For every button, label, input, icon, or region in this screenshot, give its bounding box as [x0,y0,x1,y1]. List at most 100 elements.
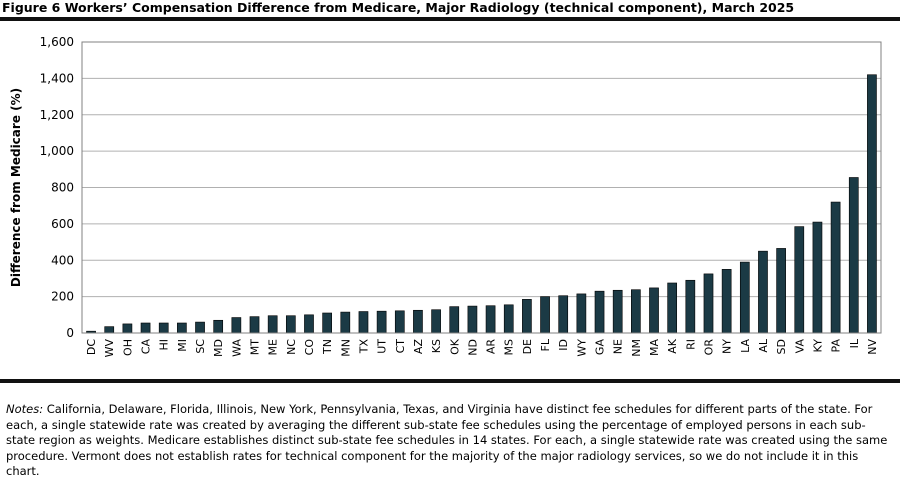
y-tick-label: 1,600 [40,35,74,49]
y-tick-label: 0 [66,326,74,340]
x-tick-label: AZ [412,339,425,355]
y-tick-label: 1,200 [40,108,74,122]
x-tick-label: WY [575,339,588,357]
x-tick-label: TX [357,339,370,355]
bar-il [848,177,859,334]
bar-ri [685,279,696,334]
x-tick-label: CO [303,339,316,356]
x-tick-label: UT [376,339,389,354]
x-tick-label: OR [702,339,715,356]
bar-ks [431,309,441,334]
bars [86,74,877,334]
x-tick-label: OH [121,339,134,356]
x-tick-label: NM [630,339,643,357]
x-tick-label: NC [285,339,298,355]
bar-nd [467,305,478,334]
x-tick-label: AK [666,338,679,354]
x-tick-label: NE [612,339,625,354]
bar-nc [285,315,296,334]
bar-mt [249,316,260,334]
y-tick-label: 1,000 [40,144,74,158]
x-tick-label: SC [194,339,207,354]
y-tick-label: 200 [51,290,74,304]
bar-nv [867,74,877,334]
bar-co [304,314,314,334]
y-axis-label: Difference from Medicare (%) [9,88,23,287]
top-rule [0,17,900,21]
x-tick-label: VA [793,339,806,354]
x-tick-label: HI [158,339,171,351]
x-tick-label: MN [339,339,352,357]
x-tick-label: MD [212,339,225,357]
x-tick-label: KS [430,339,443,353]
notes-text: California, Delaware, Florida, Illinois,… [6,402,888,479]
bar-ok [449,306,460,334]
x-tick-label: CT [394,339,407,354]
x-tick-label: WV [103,339,116,358]
x-tick-label: ME [267,339,280,355]
bar-wa [231,317,242,334]
bar-sd [776,248,786,334]
bar-hi [158,322,169,334]
bar-mi [177,322,187,334]
bar-al [758,250,768,334]
bar-ut [376,310,387,334]
x-axis-ticks: DC WV OH CA HI MI SC MD WA MT ME NC CO TN MN TX UT CT AZ KS… [85,338,879,357]
x-tick-label: MA [648,339,661,356]
x-tick-label: ID [557,339,570,351]
y-tick-label: 800 [51,181,74,195]
x-tick-label: KY [811,339,824,353]
x-tick-label: IL [848,338,861,348]
bottom-rule [0,379,900,383]
bar-ne [612,289,623,334]
bar-oh [122,323,133,334]
bar-va [794,226,805,334]
x-tick-label: RI [684,339,697,350]
bar-ma [649,287,659,334]
bar-wv [104,326,115,334]
x-tick-label: DE [521,339,534,354]
x-tick-label: AR [485,339,498,355]
y-tick-label: 1,400 [40,71,74,85]
bar-id [558,295,569,334]
bar-sc [195,321,205,334]
bar-tn [322,312,332,334]
notes: Notes: California, Delaware, Florida, Il… [6,402,894,480]
x-tick-label: TN [321,339,334,355]
bar-wy [576,293,587,334]
x-tick-label: LA [739,339,752,353]
bar-ny [721,269,732,334]
x-tick-label: MT [249,339,262,355]
plot-frame [81,41,882,334]
y-tick-label: 400 [51,253,74,267]
x-tick-label: DC [85,339,98,355]
x-tick-label: GA [594,339,607,356]
x-tick-label: MI [176,339,189,352]
bar-ga [594,290,605,334]
notes-label: Notes: [6,402,44,416]
x-tick-label: MS [503,339,516,355]
x-tick-label: CA [140,339,153,355]
x-tick-label: NV [866,339,879,355]
bar-me [267,315,278,334]
x-tick-label: ND [466,339,479,356]
y-axis-ticks: 0 200 400 600 800 1,000 1,200 1,400 1,600 [40,35,74,340]
x-tick-label: SD [775,339,788,354]
x-tick-label: AL [757,338,770,353]
bar-pa [830,201,841,334]
bar-ct [394,310,405,334]
bar-ky [812,221,823,334]
bar-la [739,261,750,334]
bar-de [522,299,532,334]
bar-nm [631,289,641,334]
bar-chart: 0 200 400 600 800 1,000 1,200 1,400 1,600 DC WV OH… [9,35,882,357]
bar-ms [503,304,514,334]
bar-mn [340,311,351,334]
figure-title: Figure 6 Workers’ Compensation Differenc… [2,0,795,15]
x-tick-label: FL [539,338,552,351]
bar-az [413,309,423,334]
bar-ca [140,322,151,334]
x-tick-label: OK [448,338,461,355]
x-tick-label: PA [830,339,843,353]
bar-ar [485,305,496,334]
